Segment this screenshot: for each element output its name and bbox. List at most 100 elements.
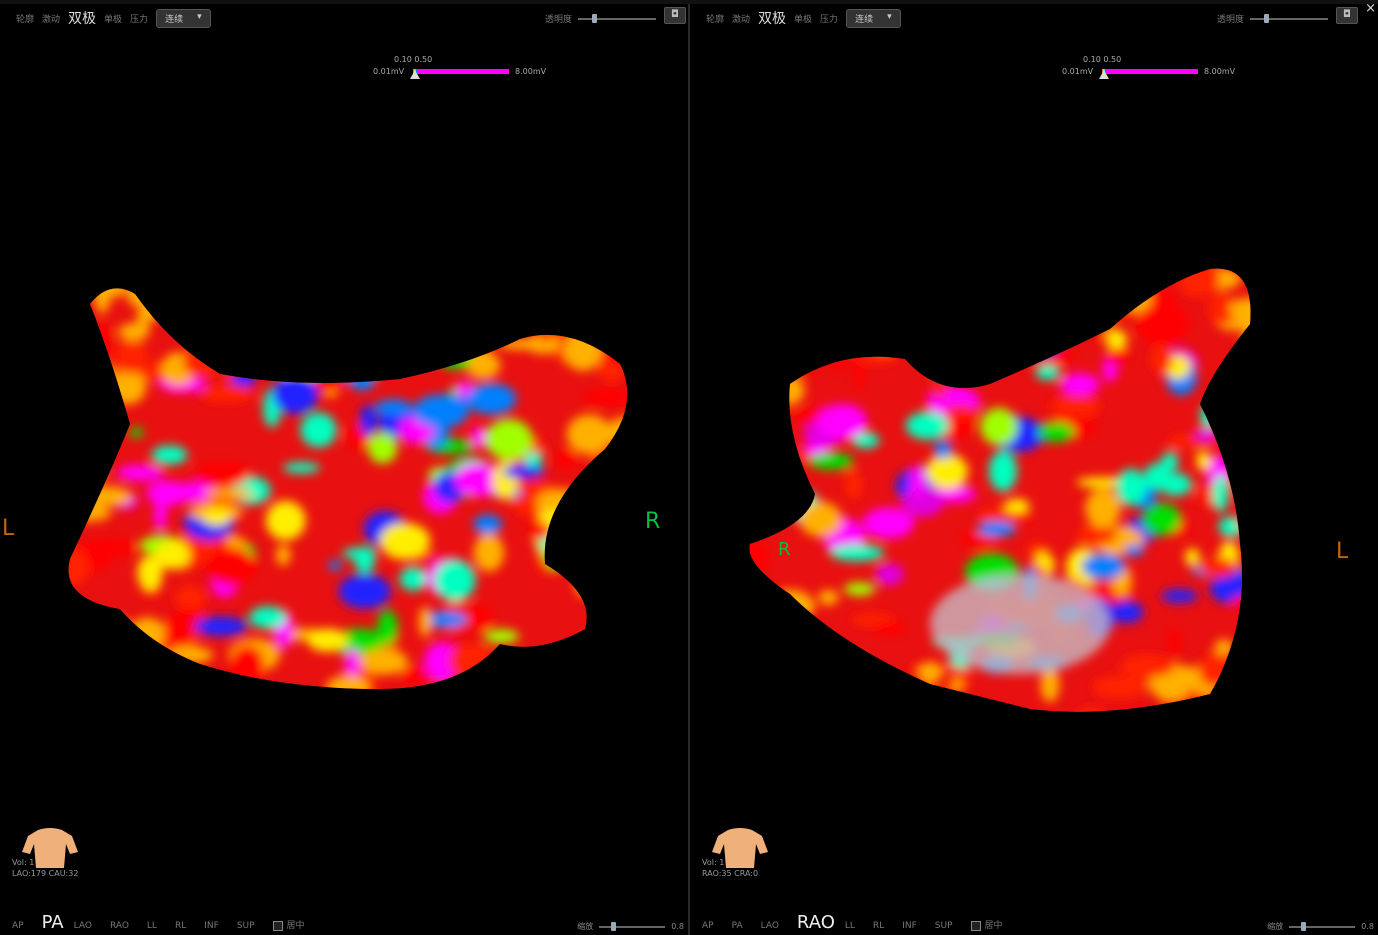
chevron-down-icon: ▾	[887, 11, 892, 22]
checkbox-icon[interactable]	[970, 920, 981, 931]
voltage-patch	[840, 324, 878, 338]
voltage-patch	[926, 345, 945, 375]
voltage-patch	[1166, 628, 1182, 656]
center-checkbox[interactable]: 居中	[272, 918, 305, 931]
scale-handle[interactable]	[1099, 70, 1109, 79]
view-angles: LAO:179 CAU:32	[12, 869, 79, 878]
view-rao[interactable]: RAO	[796, 912, 835, 933]
slider-knob[interactable]	[592, 13, 597, 23]
voltage-patch	[566, 680, 593, 689]
center-checkbox[interactable]: 居中	[970, 918, 1003, 931]
scale-min-label: 0.01mV	[1062, 67, 1094, 76]
voltage-patch	[749, 641, 795, 680]
mode-outline[interactable]: 轮廓	[16, 14, 35, 25]
voltage-patch	[328, 560, 342, 571]
voltage-patch	[1255, 632, 1308, 647]
view-angles: RAO:35 CRA:0	[702, 869, 759, 878]
map-panel-right[interactable]: 轮廓 激动 双极 单极 压力 连续 ▾ 透明度 ◘ 0.10 0.50 0.01m…	[690, 4, 1378, 935]
close-button[interactable]: ×	[1365, 1, 1376, 16]
voltage-patch	[68, 288, 89, 296]
scale-bar	[413, 69, 509, 74]
view-rao[interactable]: RAO	[109, 921, 129, 931]
map-panel-left[interactable]: 轮廓 激动 双极 单极 压力 连续 ▾ 透明度 ◘ 0.10 0.50 0.01m…	[0, 4, 690, 935]
view-ap[interactable]: AP	[702, 921, 714, 931]
voltage-patch	[611, 549, 628, 587]
voltage-patch	[154, 499, 167, 531]
voltage-patch	[1135, 303, 1190, 345]
view-lao[interactable]: LAO	[73, 921, 92, 931]
mode-bipolar[interactable]: 双极	[68, 11, 97, 27]
slider-knob[interactable]	[611, 921, 617, 931]
view-pa[interactable]: PA	[41, 912, 64, 933]
voltage-patch	[1037, 422, 1075, 442]
heart-voltage-map[interactable]	[0, 4, 688, 935]
view-ll[interactable]: LL	[844, 921, 855, 931]
voltage-patch	[144, 288, 194, 290]
voltage-patch	[360, 404, 377, 437]
voltage-patch	[818, 589, 839, 606]
opacity-slider[interactable]	[578, 13, 656, 23]
voltage-patch	[596, 316, 625, 357]
voltage-patch	[68, 480, 102, 510]
voltage-patch	[528, 519, 551, 540]
voltage-patch	[1044, 268, 1077, 293]
mode-unipolar[interactable]: 单极	[104, 14, 123, 25]
voltage-patch	[1239, 372, 1251, 403]
voltage-patch	[1251, 315, 1289, 351]
camera-icon[interactable]: ◘	[664, 7, 686, 24]
voltage-patch	[194, 616, 248, 637]
voltage-patch	[1177, 268, 1220, 298]
view-lao[interactable]: LAO	[760, 921, 779, 931]
mode-dropdown[interactable]: 连续 ▾	[846, 8, 901, 28]
view-inf[interactable]: INF	[204, 921, 219, 931]
mode-outline[interactable]: 轮廓	[706, 14, 725, 25]
voltage-patch	[1248, 674, 1251, 701]
mode-pressure[interactable]: 压力	[130, 14, 149, 25]
voltage-patch	[1218, 516, 1244, 537]
opacity-slider[interactable]	[1250, 13, 1328, 23]
view-rl[interactable]: RL	[174, 921, 187, 931]
view-sup[interactable]: SUP	[934, 921, 953, 931]
view-rl[interactable]: RL	[872, 921, 885, 931]
camera-icon[interactable]: ◘	[1336, 7, 1358, 24]
voltage-patch	[930, 687, 960, 704]
voltage-patch	[566, 414, 612, 454]
view-pa[interactable]: PA	[731, 921, 743, 931]
view-sup[interactable]: SUP	[236, 921, 255, 931]
voltage-patch	[103, 616, 131, 651]
checkbox-icon[interactable]	[272, 920, 283, 931]
scale-handle[interactable]	[410, 70, 420, 79]
voltage-patch	[1023, 335, 1059, 358]
mode-unipolar[interactable]: 单极	[794, 14, 813, 25]
heart-voltage-map[interactable]	[690, 4, 1378, 935]
view-ap[interactable]: AP	[12, 921, 24, 931]
voltage-patch	[770, 306, 815, 336]
slider-knob[interactable]	[1264, 13, 1269, 23]
mode-dropdown[interactable]: 连续 ▾	[156, 8, 211, 28]
voltage-patch	[1281, 378, 1322, 393]
voltage-patch	[633, 626, 645, 658]
voltage-patch	[839, 696, 890, 712]
mode-pressure[interactable]: 压力	[820, 14, 839, 25]
slider-knob[interactable]	[1301, 921, 1307, 931]
voltage-patch	[155, 540, 191, 570]
voltage-patch	[63, 714, 106, 727]
voltage-patch	[68, 686, 97, 689]
view-ll[interactable]: LL	[146, 921, 157, 931]
voltage-patch	[357, 288, 408, 305]
mode-bipolar[interactable]: 双极	[758, 11, 787, 27]
voltage-patch	[581, 644, 627, 686]
voltage-patch	[749, 268, 792, 285]
voltage-patch	[418, 606, 432, 638]
voltage-patch	[110, 697, 129, 708]
volume-label: Vol: 1	[702, 858, 725, 867]
voltage-patch	[608, 565, 628, 598]
mode-activation[interactable]: 激动	[42, 14, 61, 25]
voltage-patch	[1037, 268, 1056, 302]
voltage-patch	[1196, 451, 1211, 471]
voltage-patch	[578, 711, 609, 728]
mode-activation[interactable]: 激动	[732, 14, 751, 25]
zoom-slider[interactable]	[1289, 921, 1356, 931]
zoom-slider[interactable]	[599, 921, 666, 931]
view-inf[interactable]: INF	[902, 921, 917, 931]
